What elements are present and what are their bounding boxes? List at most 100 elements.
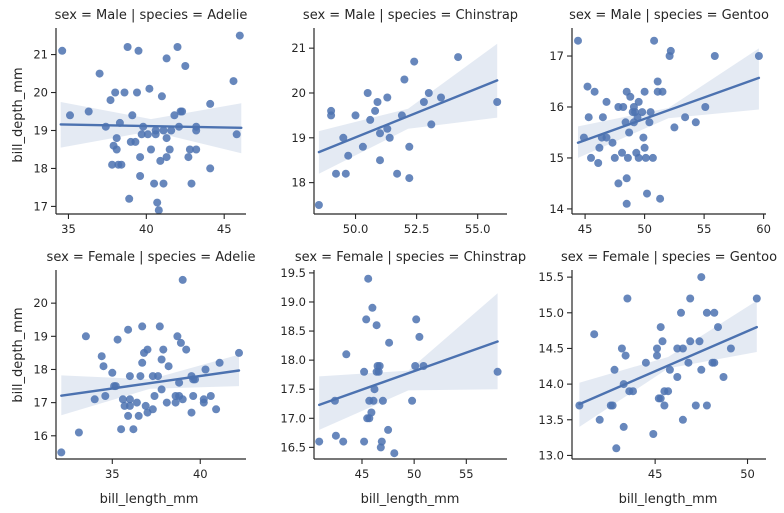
data-point — [192, 145, 201, 154]
data-point — [129, 425, 138, 434]
x-tick-label: 45 — [355, 467, 370, 481]
data-point — [400, 75, 409, 84]
data-point — [155, 322, 164, 331]
data-point — [598, 113, 607, 122]
data-point — [673, 344, 682, 353]
data-point — [653, 77, 662, 86]
data-point — [141, 401, 150, 410]
y-tick-label: 17.5 — [280, 382, 306, 396]
data-point — [673, 373, 682, 381]
data-point — [106, 96, 115, 105]
x-tick-label: 50 — [637, 222, 652, 236]
data-point — [594, 159, 603, 167]
data-point — [108, 368, 117, 377]
data-point — [167, 126, 176, 135]
y-tick-label: 21 — [33, 48, 48, 62]
data-point — [614, 179, 623, 188]
data-point — [608, 138, 617, 147]
data-point — [178, 395, 187, 404]
data-point — [610, 365, 619, 374]
data-point — [368, 303, 377, 312]
data-point — [150, 179, 159, 188]
data-point — [650, 36, 659, 45]
data-point — [702, 308, 711, 317]
data-point — [411, 362, 420, 370]
y-tick-label: 18 — [33, 362, 48, 376]
panel-title: sex = Male | species = Adelie — [55, 8, 248, 23]
y-tick-label: 13.0 — [538, 448, 564, 462]
y-tick-label: 20 — [33, 296, 48, 310]
y-tick-label: 19 — [33, 329, 48, 343]
data-point — [154, 372, 162, 381]
data-point — [648, 153, 657, 162]
x-tick-label: 40 — [193, 467, 208, 481]
data-point — [351, 111, 360, 120]
data-point — [136, 172, 145, 180]
regression-line — [59, 123, 243, 130]
panel-title: sex = Female | species = Chinstrap — [295, 250, 526, 265]
y-tick-label: 20 — [291, 86, 306, 100]
data-point — [206, 99, 215, 108]
data-point — [643, 189, 651, 198]
data-point — [148, 405, 157, 414]
data-point — [678, 344, 687, 353]
data-point — [342, 350, 351, 359]
confidence-band — [318, 43, 498, 174]
data-point — [691, 401, 700, 410]
data-point — [625, 128, 634, 137]
data-point — [162, 54, 171, 63]
data-point — [752, 294, 761, 303]
data-point — [162, 398, 171, 407]
data-point — [175, 378, 184, 387]
panel-5: sex = Female | species = Chinstrap 45 50 55… — [280, 250, 526, 481]
x-tick-label: 40 — [139, 222, 154, 236]
panel-title: sex = Female | species = Gentoo — [561, 250, 777, 265]
data-point — [697, 273, 706, 282]
data-point — [187, 408, 196, 417]
data-point — [493, 98, 502, 106]
data-point — [125, 194, 134, 203]
y-tick-label: 19.5 — [280, 266, 306, 280]
data-point — [339, 437, 348, 446]
data-point — [178, 107, 187, 116]
data-point — [111, 88, 120, 97]
data-point — [714, 323, 722, 332]
data-point — [182, 345, 191, 354]
y-tick-label: 13.5 — [538, 413, 564, 427]
data-point — [405, 174, 414, 183]
data-point — [173, 43, 182, 51]
data-point — [653, 351, 661, 360]
data-point — [185, 145, 194, 154]
data-point — [390, 449, 399, 458]
data-point — [101, 392, 110, 400]
y-tick-label: 17.0 — [280, 411, 306, 425]
y-tick-label: 20 — [33, 86, 48, 100]
data-point — [678, 415, 687, 424]
y-tick-label: 17 — [33, 199, 48, 213]
data-point — [173, 332, 182, 341]
x-tick-label: 35 — [105, 467, 120, 481]
panel-2: sex = Male | species = Chinstrap 50.0 52.5… — [291, 8, 518, 236]
data-point — [383, 93, 392, 102]
data-point — [215, 358, 224, 367]
data-point — [574, 36, 582, 45]
data-point — [117, 425, 126, 434]
data-point — [602, 133, 611, 142]
x-tick-label: 50 — [407, 467, 422, 481]
x-tick-label: 50.0 — [343, 222, 369, 236]
data-point — [138, 322, 147, 331]
data-point — [112, 134, 121, 143]
data-point — [670, 123, 679, 132]
data-point — [658, 337, 667, 346]
data-point — [454, 53, 463, 62]
y-tick-label: 16 — [33, 429, 48, 443]
y-axis-label-bottom: bill_depth_mm — [11, 307, 26, 402]
y-tick-label: 21 — [291, 41, 306, 55]
y-tick-label: 19 — [291, 131, 306, 145]
data-point — [315, 437, 324, 446]
data-point — [143, 345, 152, 354]
data-point — [199, 395, 208, 404]
data-point — [372, 321, 381, 330]
data-point — [151, 126, 160, 135]
data-point — [410, 57, 419, 66]
